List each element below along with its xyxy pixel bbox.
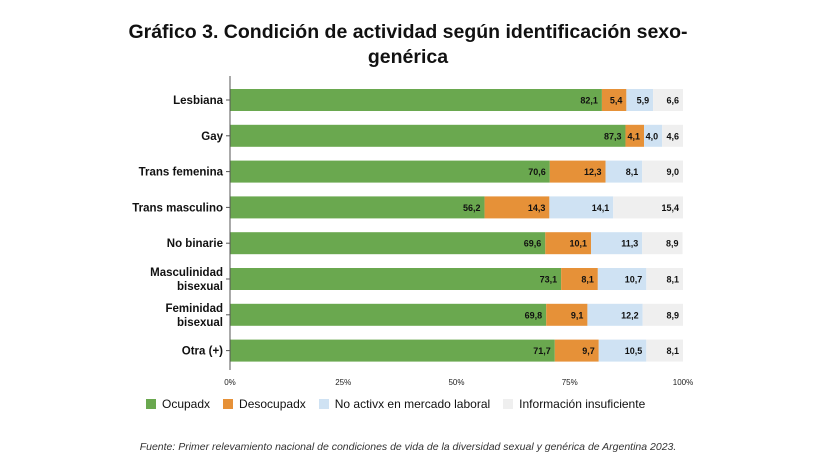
data-label-ocupadx-2: 87,3 [604,131,622,141]
bar-ocupadx-5 [230,232,546,255]
category-label-trans-femenina: Trans femenina [139,167,224,179]
category-label-trans-masculino: Trans masculino [132,202,223,214]
data-label-no-activx-en-mercado-laboral-8: 10,5 [625,346,643,356]
category-label-no-binarie: No binarie [167,238,223,250]
legend-label-informacion-insuficiente: Información insuficiente [519,397,646,411]
bar-desocupadx-1 [601,89,627,111]
data-label-informacion-insuficiente-4: 15,4 [661,203,679,213]
source-note: Fuente: Primer relevamiento nacional de … [139,441,677,453]
x-tick-label-75: 75% [562,378,578,387]
category-label-otra: Otra (+) [182,346,223,358]
bar-informacion-insuficiente-7 [642,303,683,326]
legend: Ocupadx Desocupadx No activx en mercado … [146,396,658,412]
x-tick-label-50: 50% [448,378,464,387]
data-label-no-activx-en-mercado-laboral-3: 8,1 [626,167,639,177]
bar-desocupadx-2 [625,124,645,147]
data-label-ocupadx-3: 70,6 [528,167,546,177]
data-label-informacion-insuficiente-7: 8,9 [666,310,679,320]
bar-no-activx-en-mercado-laboral-5 [591,232,643,255]
legend-swatch-desocupadx [223,399,234,409]
bar-informacion-insuficiente-5 [642,232,683,255]
data-label-informacion-insuficiente-8: 8,1 [666,346,679,356]
category-label-masculinidad-bisexual-line-2: bisexual [177,281,223,293]
legend-item-ocupadx: Ocupadx [146,397,210,411]
bar-no-activx-en-mercado-laboral-2 [644,124,663,147]
data-label-informacion-insuficiente-1: 6,6 [666,96,679,106]
data-label-no-activx-en-mercado-laboral-6: 10,7 [625,275,643,285]
data-label-desocupadx-8: 9,7 [582,346,595,356]
chart-title-line-1: Gráfico 3. Condición de actividad según … [128,21,688,43]
bar-desocupadx-4 [484,196,550,219]
chart-title-line-2: genérica [367,46,449,68]
bar-no-activx-en-mercado-laboral-3 [605,160,643,183]
bar-no-activx-en-mercado-laboral-7 [587,303,643,326]
bar-informacion-insuficiente-6 [646,268,683,290]
data-label-no-activx-en-mercado-laboral-7: 12,2 [621,310,639,320]
bar-desocupadx-7 [546,303,588,326]
data-label-no-activx-en-mercado-laboral-2: 4,0 [646,131,659,141]
category-label-feminidad-bisexual-line-1: Feminidad [165,303,223,315]
bar-desocupadx-3 [549,160,606,183]
legend-item-desocupadx: Desocupadx [223,397,306,411]
legend-item-informacion-insuficiente: Información insuficiente [503,397,645,411]
bar-no-activx-en-mercado-laboral-4 [549,196,614,219]
data-label-desocupadx-5: 10,1 [570,239,588,249]
bar-desocupadx-8 [554,339,599,362]
data-label-desocupadx-6: 8,1 [581,275,594,285]
bar-ocupadx-3 [230,160,550,183]
bar-ocupadx-4 [230,196,485,219]
legend-label-ocupadx: Ocupadx [162,397,211,411]
data-label-desocupadx-4: 14,3 [528,203,546,213]
data-label-desocupadx-3: 12,3 [584,167,602,177]
data-label-desocupadx-1: 5,4 [610,96,623,106]
bar-no-activx-en-mercado-laboral-1 [626,89,654,111]
bar-no-activx-en-mercado-laboral-8 [598,339,647,362]
data-label-ocupadx-6: 73,1 [540,275,558,285]
bar-informacion-insuficiente-2 [662,124,683,147]
bar-informacion-insuficiente-3 [642,160,683,183]
data-label-ocupadx-7: 69,8 [525,310,543,320]
legend-swatch-no-activx [318,399,329,409]
data-label-desocupadx-2: 4,1 [628,131,641,141]
legend-label-no-activx: No activx en mercado laboral [334,397,491,411]
category-label-lesbiana: Lesbiana [173,95,223,107]
bar-no-activx-en-mercado-laboral-6 [597,268,647,290]
data-label-ocupadx-4: 56,2 [463,203,481,213]
data-label-no-activx-en-mercado-laboral-4: 14,1 [592,203,610,213]
data-label-ocupadx-8: 71,7 [533,346,551,356]
bar-desocupadx-5 [545,232,592,255]
x-tick-label-25: 25% [335,378,351,387]
chart-title: Gráfico 3. Condición de actividad según … [0,20,816,70]
bar-ocupadx-6 [230,268,562,290]
x-tick-label-100: 100% [673,378,693,387]
bar-ocupadx-1 [230,89,602,111]
bar-informacion-insuficiente-1 [653,89,683,111]
bar-desocupadx-6 [561,268,598,290]
bar-informacion-insuficiente-8 [646,339,683,362]
legend-item-no-activx: No activx en mercado laboral [318,397,491,411]
x-tick-label-0: 0% [224,378,236,387]
data-label-informacion-insuficiente-2: 4,6 [666,131,679,141]
category-label-gay: Gay [201,131,223,143]
legend-swatch-informacion-insuficiente [503,399,514,409]
data-label-informacion-insuficiente-6: 8,1 [666,275,679,285]
category-label-masculinidad-bisexual-line-1: Masculinidad [150,267,223,279]
data-label-informacion-insuficiente-3: 9,0 [666,167,679,177]
category-label-feminidad-bisexual-line-2: bisexual [177,317,223,329]
data-label-no-activx-en-mercado-laboral-1: 5,9 [637,96,650,106]
bar-ocupadx-2 [230,124,626,147]
legend-swatch-ocupadx [146,399,156,409]
bar-ocupadx-7 [230,303,547,326]
data-label-informacion-insuficiente-5: 8,9 [666,239,679,249]
bar-informacion-insuficiente-4 [613,196,683,219]
data-label-ocupadx-1: 82,1 [580,96,598,106]
data-label-desocupadx-7: 9,1 [571,310,584,320]
data-label-no-activx-en-mercado-laboral-5: 11,3 [621,239,638,249]
bar-ocupadx-8 [230,339,555,362]
legend-label-desocupadx: Desocupadx [239,397,306,411]
data-label-ocupadx-5: 69,6 [524,239,542,249]
